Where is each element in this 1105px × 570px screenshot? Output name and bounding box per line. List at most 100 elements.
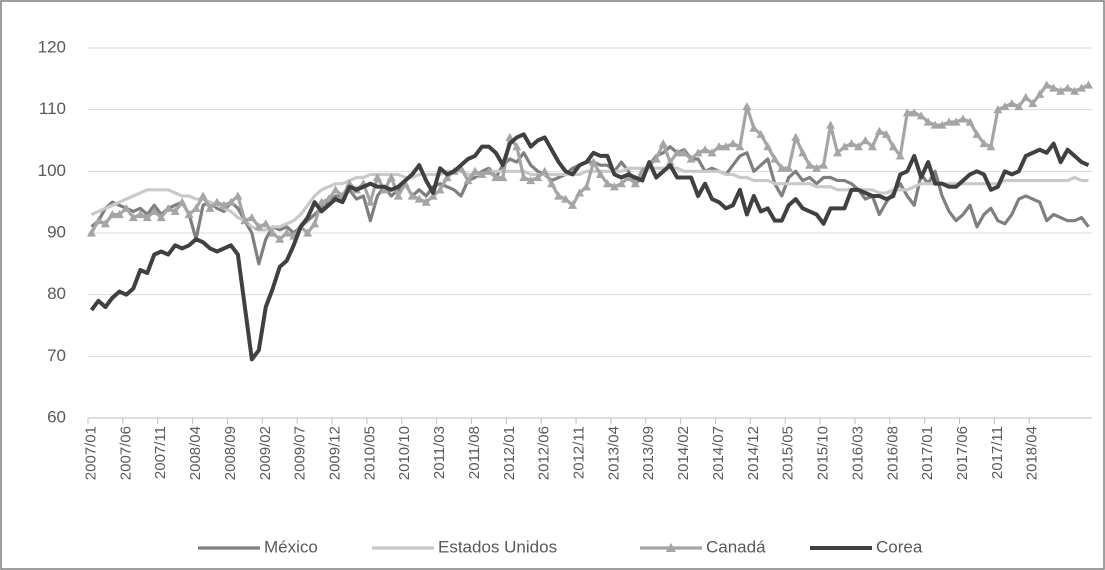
point-marker — [742, 102, 752, 111]
point-marker — [121, 203, 131, 212]
point-marker — [275, 234, 285, 243]
x-tick-label: 2007/06 — [117, 426, 134, 480]
point-marker — [463, 176, 473, 185]
point-marker — [240, 216, 250, 225]
point-marker — [707, 148, 717, 157]
y-tick-label: 90 — [47, 222, 66, 241]
point-marker — [533, 173, 543, 182]
point-marker — [1007, 99, 1017, 108]
point-marker — [135, 210, 145, 219]
point-marker — [623, 173, 633, 182]
point-marker — [547, 179, 557, 188]
point-marker — [930, 120, 940, 129]
point-marker — [484, 166, 494, 175]
point-marker — [331, 185, 341, 194]
point-marker — [233, 191, 243, 200]
point-marker — [435, 185, 445, 194]
point-marker — [798, 148, 808, 157]
point-marker — [1042, 80, 1052, 89]
point-marker — [191, 203, 201, 212]
point-marker — [282, 228, 292, 237]
point-marker — [951, 117, 961, 126]
point-marker — [846, 139, 856, 148]
point-marker — [1070, 86, 1080, 95]
point-marker — [128, 213, 138, 222]
point-marker — [254, 222, 264, 231]
point-marker — [672, 148, 682, 157]
point-marker — [791, 132, 801, 142]
point-marker — [1021, 92, 1031, 101]
point-marker — [874, 126, 884, 135]
point-marker — [686, 154, 696, 163]
point-marker — [819, 160, 829, 169]
x-tick-label: 2010/10 — [396, 426, 413, 480]
point-marker — [665, 157, 675, 166]
point-marker — [609, 182, 619, 191]
x-tick-label: 2017/06 — [954, 426, 971, 480]
legend-label: México — [264, 537, 318, 556]
point-marker — [602, 179, 612, 188]
legend-label: Canadá — [706, 537, 766, 556]
point-marker — [805, 160, 815, 169]
x-tick-label: 2007/11 — [152, 426, 169, 479]
x-tick-label: 2015/10 — [815, 426, 832, 480]
x-tick-label: 2009/12 — [326, 426, 343, 480]
point-marker — [965, 117, 975, 126]
point-marker — [853, 142, 863, 151]
x-tick-label: 2011/03 — [431, 426, 448, 479]
point-marker — [491, 173, 501, 182]
x-tick-label: 2012/01 — [501, 426, 518, 480]
point-marker — [575, 188, 585, 197]
point-marker — [839, 142, 849, 151]
point-marker — [923, 117, 933, 126]
point-marker — [721, 142, 731, 151]
point-marker — [100, 219, 110, 228]
point-marker — [881, 129, 891, 138]
point-marker — [407, 191, 417, 200]
point-marker — [916, 111, 926, 120]
x-tick-label: 2008/04 — [187, 426, 204, 480]
x-tick-label: 2016/03 — [849, 426, 866, 480]
x-tick-label: 2016/08 — [884, 426, 901, 480]
point-marker — [735, 142, 745, 151]
point-marker — [616, 179, 626, 188]
point-marker — [303, 228, 313, 237]
y-tick-label: 110 — [39, 99, 66, 118]
point-marker — [826, 120, 836, 129]
legend-marker — [666, 543, 676, 552]
point-marker — [526, 176, 536, 185]
point-marker — [833, 148, 843, 157]
y-tick-label: 120 — [38, 37, 66, 56]
point-marker — [393, 191, 403, 200]
point-marker — [902, 108, 912, 117]
point-marker — [470, 166, 480, 175]
point-marker — [477, 169, 487, 179]
x-tick-label: 2008/09 — [222, 426, 239, 480]
x-tick-label: 2017/11 — [989, 426, 1006, 479]
point-marker — [693, 148, 703, 157]
point-marker — [860, 136, 870, 145]
x-tick-label: 2014/07 — [710, 426, 727, 480]
point-marker — [107, 210, 117, 219]
point-marker — [421, 197, 431, 206]
x-tick-label: 2018/04 — [1024, 426, 1041, 480]
point-marker — [156, 213, 166, 222]
point-marker — [756, 129, 766, 138]
point-marker — [205, 203, 215, 212]
point-marker — [1077, 83, 1087, 92]
point-marker — [386, 173, 396, 182]
y-tick-label: 60 — [47, 407, 66, 426]
point-marker — [658, 139, 668, 148]
point-marker — [937, 120, 947, 129]
point-marker — [770, 154, 780, 163]
x-tick-label: 2015/05 — [780, 426, 797, 480]
x-tick-label: 2011/08 — [466, 426, 483, 479]
point-marker — [1056, 86, 1066, 95]
point-marker — [909, 108, 919, 117]
point-marker — [763, 142, 773, 151]
point-marker — [679, 148, 689, 157]
point-marker — [568, 200, 578, 209]
point-marker — [1084, 80, 1094, 89]
